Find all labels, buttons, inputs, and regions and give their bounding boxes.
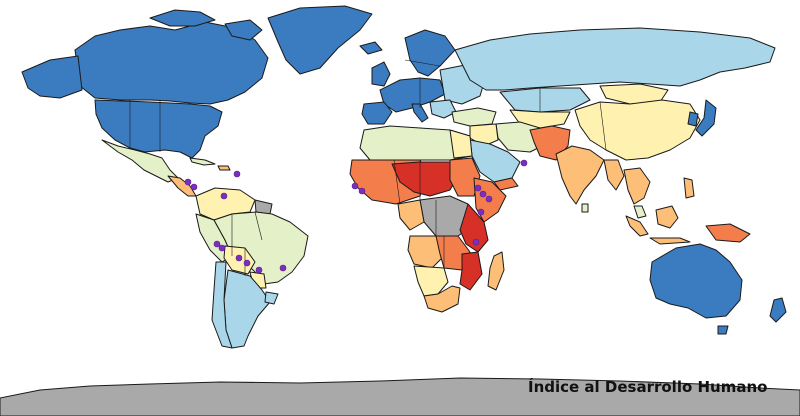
new-guinea — [705, 223, 751, 243]
malaysia — [633, 205, 647, 219]
location-dot-icon — [520, 159, 528, 167]
location-dot-icon — [474, 184, 482, 192]
tasmania — [717, 325, 729, 335]
location-dot-icon — [213, 240, 221, 248]
map-title: Índice al Desarrollo Humano — [528, 378, 768, 396]
location-dot-icon — [358, 187, 366, 195]
indonesia-sumatra — [625, 215, 649, 237]
uruguay — [264, 291, 279, 305]
south-africa — [423, 285, 461, 313]
kazakhstan — [499, 87, 591, 113]
korea — [687, 111, 699, 127]
iceland — [359, 41, 383, 55]
indochina — [623, 167, 651, 205]
location-dot-icon — [479, 190, 487, 198]
location-dot-icon — [255, 266, 263, 274]
location-dot-icon — [472, 238, 480, 246]
madagascar — [487, 251, 505, 291]
india — [555, 145, 605, 205]
location-dot-icon — [220, 192, 228, 200]
mozambique — [459, 251, 483, 291]
location-dot-icon — [243, 259, 251, 267]
cuba — [189, 157, 216, 166]
russia — [454, 27, 776, 91]
uk-ireland — [371, 61, 391, 87]
china — [574, 99, 701, 161]
sahel — [391, 161, 459, 197]
gabon-congo — [397, 199, 425, 231]
new-zealand — [769, 297, 787, 323]
greenland — [267, 5, 373, 75]
location-dot-icon — [233, 170, 241, 178]
antarctica — [0, 377, 800, 416]
location-dot-icon — [235, 254, 243, 262]
egypt — [449, 129, 473, 159]
hispaniola — [217, 165, 231, 171]
canada-arctic-islands — [149, 9, 216, 27]
indonesia-java — [649, 237, 691, 245]
location-dot-icon — [218, 244, 226, 252]
canada — [74, 21, 269, 105]
sudan — [449, 157, 481, 197]
sri-lanka — [581, 203, 589, 213]
north-africa — [359, 125, 473, 161]
italy — [411, 103, 429, 123]
location-dot-icon — [184, 178, 192, 186]
alaska — [21, 55, 83, 99]
country-borders — [129, 59, 607, 276]
iberia — [361, 101, 393, 125]
location-dot-icon — [190, 183, 198, 191]
location-points — [184, 159, 528, 274]
turkey — [451, 107, 497, 127]
balkans — [429, 99, 457, 119]
canada-baffin — [224, 19, 263, 41]
philippines — [683, 177, 695, 199]
location-dot-icon — [477, 208, 485, 216]
location-dot-icon — [351, 182, 359, 190]
western-europe — [379, 77, 446, 113]
japan — [695, 99, 717, 137]
location-dot-icon — [485, 195, 493, 203]
australia — [649, 243, 743, 319]
bangladesh-myanmar — [603, 159, 625, 191]
chile — [211, 261, 233, 349]
location-dot-icon — [279, 264, 287, 272]
borneo — [655, 205, 679, 229]
